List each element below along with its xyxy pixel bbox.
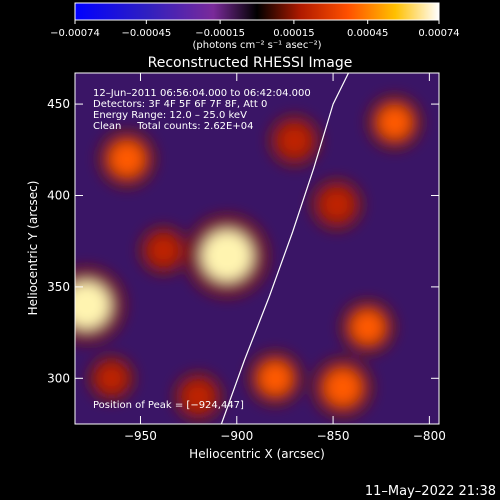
x-axis-label: Heliocentric X (arcsec) xyxy=(189,447,325,461)
heatmap-hotspot xyxy=(148,235,179,266)
heatmap-hotspot xyxy=(278,124,311,157)
plot-frame xyxy=(74,72,440,425)
y-tick-label: 350 xyxy=(47,280,70,294)
y-tick-label: 450 xyxy=(47,97,70,111)
peak-position-label: Position of Peak = [−924,447] xyxy=(93,400,244,411)
colorbar-gradient xyxy=(74,2,440,21)
colorbar-tick-label: −0.00074 xyxy=(50,28,100,39)
heatmap-image xyxy=(75,73,439,424)
y-axis: 300 350 400 450 xyxy=(47,97,439,385)
info-line-counts: Clean Total counts: 2.62E+04 xyxy=(93,121,253,132)
heatmap-hotspot xyxy=(97,364,126,393)
x-tick-label: −800 xyxy=(413,429,446,443)
y-tick-label: 300 xyxy=(47,371,70,385)
heatmap-hotspot xyxy=(183,381,214,412)
colorbar-tick-label: −0.00015 xyxy=(195,28,245,39)
info-line-time: 12–Jun–2011 06:56:04.000 to 06:42:04.000 xyxy=(93,88,311,99)
colorbar-tick-label: 0.00045 xyxy=(347,28,388,39)
solar-limb-line xyxy=(220,73,350,424)
timestamp: 11–May–2022 21:38 xyxy=(365,484,496,499)
heatmap-hotspot xyxy=(258,361,293,396)
x-tick-label: −950 xyxy=(124,429,157,443)
heatmap-hotspot xyxy=(350,310,385,344)
colorbar-units: (photons cm⁻² s⁻¹ asec⁻²) xyxy=(192,40,321,51)
x-tick-label: −850 xyxy=(317,429,350,443)
colorbar-tick-label: 0.00015 xyxy=(273,28,314,39)
info-line-detectors: Detectors: 3F 4F 5F 6F 7F 8F, Att 0 xyxy=(93,99,267,110)
heatmap-hotspot xyxy=(109,141,145,177)
observation-info: 12–Jun–2011 06:56:04.000 to 06:42:04.000… xyxy=(93,88,311,132)
y-tick-label: 400 xyxy=(47,188,70,202)
heatmap-hotspot xyxy=(324,368,362,406)
heatmap-hotspot xyxy=(201,230,253,282)
x-tick-label: −900 xyxy=(220,429,253,443)
heatmap-hotspot xyxy=(321,188,353,221)
x-axis: −950 −900 −850 −800 xyxy=(124,73,446,443)
chart-title: Reconstructed RHESSI Image xyxy=(148,55,353,71)
colorbar-tick-label: 0.00074 xyxy=(418,28,459,39)
y-axis-label: Heliocentric Y (arcsec) xyxy=(26,181,40,316)
heatmap-hotspot xyxy=(377,105,412,140)
heatmap-hotspot xyxy=(75,281,111,330)
info-line-energy: Energy Range: 12.0 – 25.0 keV xyxy=(93,110,247,121)
colorbar: −0.00074 −0.00045 −0.00015 0.00015 0.00045 0.… xyxy=(50,2,460,51)
colorbar-tick-label: −0.00045 xyxy=(121,28,171,39)
